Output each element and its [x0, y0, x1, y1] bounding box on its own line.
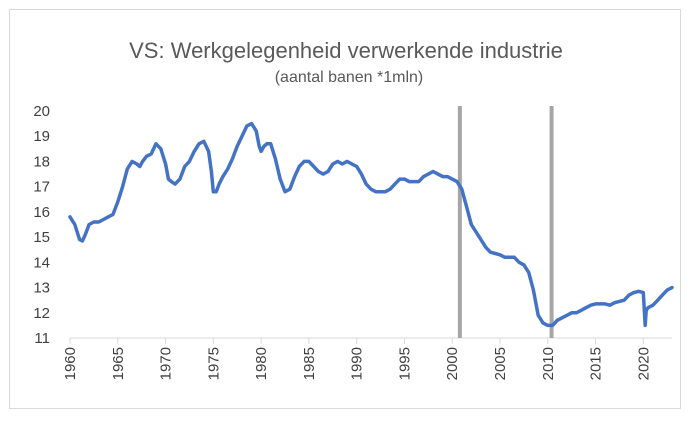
chart-frame: VS: Werkgelegenheid verwerkende industri… — [9, 9, 681, 409]
y-tick-label: 19 — [33, 128, 50, 145]
y-tick-label: 13 — [33, 280, 50, 297]
series-line — [68, 121, 674, 328]
y-tick-label: 14 — [33, 254, 50, 271]
x-axis-tick-labels: 1960 1965 1970 1975 1980 1985 1990 1995 2000 2005… — [62, 347, 652, 380]
y-tick-label: 11 — [34, 330, 50, 347]
vertical-markers — [457, 106, 554, 338]
series-group — [68, 121, 674, 328]
x-tick-label: 1990 — [349, 347, 366, 380]
y-tick-label: 20 — [33, 103, 50, 120]
x-tick-label: 2005 — [492, 347, 509, 380]
y-tick-label: 17 — [33, 179, 50, 196]
x-tick-label: 2000 — [444, 347, 461, 380]
x-tick-label: 1960 — [62, 347, 79, 380]
x-tick-label: 2010 — [540, 347, 557, 380]
chart-title: VS: Werkgelegenheid verwerkende industri… — [129, 38, 563, 63]
x-tick-label: 1980 — [253, 347, 270, 380]
line-chart: VS: Werkgelegenheid verwerkende industri… — [33, 38, 674, 380]
x-tick-label: 1965 — [110, 347, 127, 380]
x-tick-label: 1970 — [158, 347, 175, 380]
y-tick-label: 15 — [33, 229, 50, 246]
y-axis-tick-labels: 11 12 13 14 15 16 17 18 19 20 — [33, 103, 50, 347]
y-tick-label: 18 — [33, 153, 50, 170]
x-tick-label: 1975 — [205, 347, 222, 380]
y-tick-label: 16 — [33, 204, 50, 221]
x-tick-label: 1995 — [396, 347, 413, 380]
chart-subtitle: (aantal banen *1mln) — [275, 69, 424, 86]
x-tick-label: 2020 — [635, 347, 652, 380]
x-tick-label: 1985 — [301, 347, 318, 380]
x-axis — [69, 337, 672, 344]
y-tick-label: 12 — [33, 305, 50, 322]
x-tick-label: 2015 — [588, 347, 605, 380]
